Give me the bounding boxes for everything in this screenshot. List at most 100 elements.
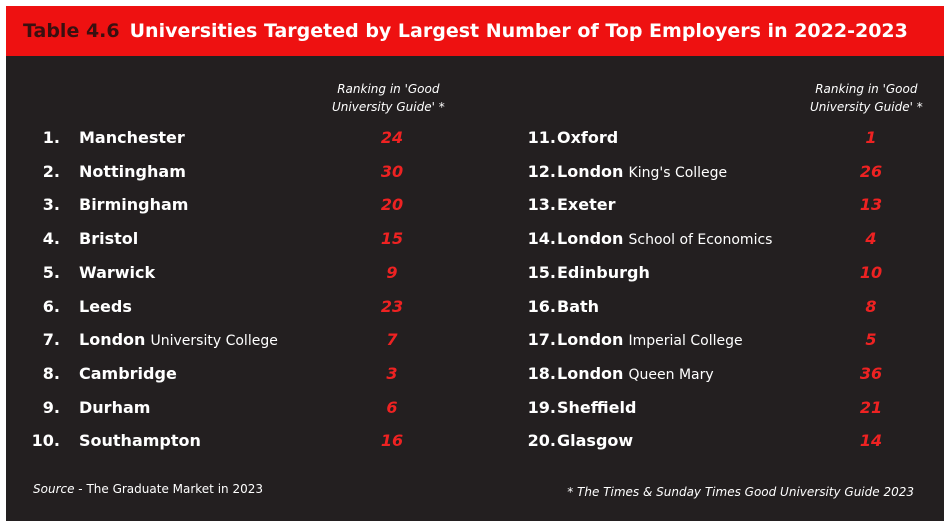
right-column-header-line2: University Guide' * — [810, 100, 923, 114]
university-college-name: Imperial College — [628, 333, 743, 350]
guide-ranking: 21 — [859, 397, 883, 417]
table-row: 16. Bath 8 — [6, 295, 944, 319]
university-name: Cambridge — [79, 362, 177, 386]
university-name: Edinburgh — [557, 261, 650, 285]
university-main-name: London — [557, 363, 624, 383]
university-name: London King's College — [557, 160, 727, 185]
university-name: Southampton — [79, 429, 201, 453]
university-main-name: Manchester — [79, 128, 185, 147]
table-row: 7. London University College 7 — [6, 328, 944, 352]
university-main-name: London — [79, 330, 146, 350]
rank-number: 1. — [42, 128, 60, 147]
guide-ranking: 20 — [380, 195, 404, 215]
rank-number: 13. — [527, 195, 556, 215]
rank-number: 9. — [42, 397, 60, 417]
university-main-name: Glasgow — [557, 431, 634, 451]
university-main-name: Warwick — [79, 262, 156, 282]
university-name: Nottingham — [79, 160, 186, 184]
guide-ranking: 24 — [380, 128, 404, 147]
rank-number: 12. — [527, 161, 556, 181]
source-label: Source — [33, 482, 75, 496]
university-main-name: Oxford — [557, 128, 619, 147]
university-main-name: London — [557, 229, 624, 249]
table-row: 6. Leeds 23 — [6, 295, 944, 319]
university-name: Manchester — [79, 126, 185, 150]
university-name: Bristol — [79, 227, 138, 251]
guide-ranking: 1 — [865, 128, 877, 147]
title-bar: Table 4.6 Universities Targeted by Large… — [6, 6, 944, 56]
table-row: 5. Warwick 9 — [6, 261, 944, 285]
rank-number: 16. — [527, 296, 556, 316]
table-row: 14. London School of Economics 4 — [6, 227, 944, 251]
rank-number: 18. — [527, 363, 556, 383]
university-name: London School of Economics — [557, 227, 772, 252]
university-main-name: Durham — [79, 397, 151, 417]
guide-ranking: 30 — [380, 161, 404, 181]
university-main-name: Southampton — [79, 431, 201, 451]
table-row: 8. Cambridge 3 — [6, 362, 944, 386]
guide-ranking: 23 — [380, 296, 404, 316]
table-row: 3. Birmingham 20 — [6, 193, 944, 217]
guide-ranking: 6 — [386, 397, 398, 417]
table-row: 18. London Queen Mary 36 — [6, 362, 944, 386]
university-name: Exeter — [557, 193, 616, 217]
guide-ranking: 10 — [859, 262, 883, 282]
table-row: 20. Glasgow 14 — [6, 429, 944, 453]
university-main-name: Birmingham — [79, 195, 189, 215]
university-main-name: London — [557, 161, 624, 181]
university-name: London University College — [79, 328, 278, 353]
rank-number: 14. — [527, 229, 556, 249]
table-row: 17. London Imperial College 5 — [6, 328, 944, 352]
university-name: Durham — [79, 396, 150, 420]
university-main-name: Bristol — [79, 229, 139, 249]
guide-ranking: 14 — [859, 431, 883, 451]
table-row: 12. London King's College 26 — [6, 160, 944, 184]
rank-number: 8. — [42, 363, 60, 383]
rank-number: 3. — [42, 195, 60, 215]
university-college-name: Queen Mary — [628, 366, 714, 383]
university-name: Leeds — [79, 295, 132, 319]
university-college-name: School of Economics — [628, 232, 773, 249]
university-name: Birmingham — [79, 193, 188, 217]
table-row: 19. Sheffield 21 — [6, 396, 944, 420]
rank-number: 7. — [42, 330, 60, 350]
table-panel: Table 4.6 Universities Targeted by Large… — [6, 6, 944, 521]
guide-ranking: 26 — [859, 161, 883, 181]
table-row: 9. Durham 6 — [6, 396, 944, 420]
table-row: 1. Manchester 24 — [6, 126, 944, 150]
table-row: 15. Edinburgh 10 — [6, 261, 944, 285]
university-main-name: Bath — [557, 296, 600, 316]
left-column-header-line1: Ranking in 'Good — [337, 82, 440, 96]
table-row: 13. Exeter 13 — [6, 193, 944, 217]
rank-number: 10. — [31, 431, 60, 451]
rank-number: 2. — [42, 161, 60, 181]
university-main-name: Edinburgh — [557, 262, 650, 282]
guide-ranking: 15 — [380, 229, 404, 249]
rank-number: 15. — [527, 262, 556, 282]
university-name: London Imperial College — [557, 328, 743, 353]
university-name: Sheffield — [557, 396, 636, 420]
university-college-name: University College — [150, 333, 278, 350]
right-column-header-line1: Ranking in 'Good — [815, 82, 918, 96]
left-column-header-line2: University Guide' * — [332, 100, 445, 114]
table-row: 11. Oxford 1 — [6, 126, 944, 150]
table-number: Table 4.6 — [23, 20, 120, 42]
table-title: Universities Targeted by Largest Number … — [129, 20, 908, 42]
guide-ranking: 9 — [386, 262, 398, 282]
rank-number: 11. — [527, 128, 556, 147]
table-row: 2. Nottingham 30 — [6, 160, 944, 184]
guide-ranking: 4 — [865, 229, 877, 249]
university-main-name: Nottingham — [79, 161, 186, 181]
university-main-name: Cambridge — [79, 363, 177, 383]
right-column-header: Ranking in 'Good University Guide' * — [810, 80, 923, 116]
university-main-name: London — [557, 330, 624, 350]
footnote: * The Times & Sunday Times Good Universi… — [567, 485, 914, 499]
university-main-name: Leeds — [79, 296, 132, 316]
university-name: London Queen Mary — [557, 362, 714, 387]
source-note: Source - The Graduate Market in 2023 — [33, 482, 263, 496]
university-college-name: King's College — [628, 164, 728, 181]
table-row: 10. Southampton 16 — [6, 429, 944, 453]
guide-ranking: 5 — [865, 330, 877, 350]
left-column-header: Ranking in 'Good University Guide' * — [332, 80, 445, 116]
guide-ranking: 16 — [380, 431, 404, 451]
